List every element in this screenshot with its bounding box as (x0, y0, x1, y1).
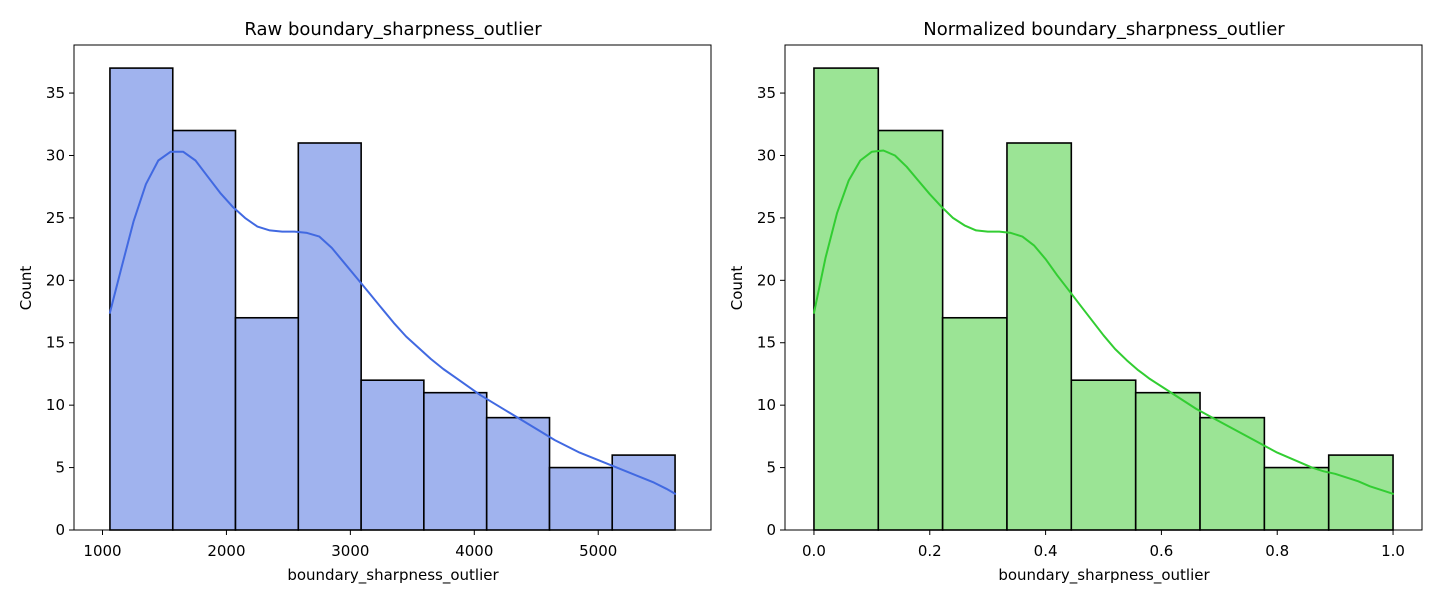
y-tick-label: 35 (757, 84, 776, 102)
histogram-bar (109, 67, 174, 531)
y-tick-label: 20 (757, 271, 776, 289)
x-axis-label-raw: boundary_sharpness_outlier (287, 566, 499, 585)
histogram-bar (1263, 466, 1330, 531)
x-tick-label: 0.2 (918, 542, 942, 560)
histogram-bar (941, 316, 1008, 531)
chart-title-normalized: Normalized boundary_sharpness_outlier (923, 19, 1285, 40)
x-tick-label: 0.8 (1265, 542, 1289, 560)
y-tick-label: 30 (46, 146, 65, 164)
x-tick-label: 4000 (455, 542, 493, 560)
histogram-bar (1070, 379, 1137, 531)
y-tick-label: 15 (46, 334, 65, 352)
axes-frame (73, 44, 712, 531)
y-tick-label: 5 (766, 459, 776, 477)
kde-line (108, 150, 677, 495)
y-tick-label: 15 (757, 334, 776, 352)
histogram-bar (877, 129, 944, 531)
x-tick-label: 5000 (579, 542, 617, 560)
histogram-bar (234, 316, 300, 531)
y-tick-label: 20 (46, 271, 65, 289)
y-axis-label-raw: Count (17, 266, 35, 311)
raw-histogram-panel: Raw boundary_sharpness_outlier boundary_… (17, 19, 712, 585)
y-tick-label: 0 (55, 521, 65, 539)
histogram-bar (1199, 416, 1266, 531)
x-tick-label: 0.6 (1149, 542, 1173, 560)
histogram-bar (423, 391, 488, 531)
y-tick-label: 0 (766, 521, 776, 539)
x-tick-label: 0.0 (802, 542, 826, 560)
histogram-bar (297, 142, 362, 531)
histogram-bar (360, 379, 425, 531)
histogram-bar (1006, 142, 1073, 531)
x-tick-label: 0.4 (1034, 542, 1058, 560)
histogram-bar (1327, 454, 1394, 531)
axes-frame (784, 44, 1423, 531)
histogram-bar (611, 454, 676, 531)
y-tick-label: 10 (46, 396, 65, 414)
y-tick-label: 25 (46, 209, 65, 227)
x-tick-label: 1000 (83, 542, 121, 560)
x-axis-label-normalized: boundary_sharpness_outlier (998, 566, 1210, 585)
histogram-bar (813, 67, 880, 531)
y-axis-label-normalized: Count (728, 266, 746, 311)
y-tick-label: 25 (757, 209, 776, 227)
x-tick-label: 2000 (207, 542, 245, 560)
x-tick-label: 3000 (331, 542, 369, 560)
histogram-bar (548, 466, 614, 531)
chart-title-raw: Raw boundary_sharpness_outlier (244, 19, 542, 40)
histogram-bar (1134, 391, 1201, 531)
kde-line (813, 149, 1394, 495)
normalized-histogram-panel: Normalized boundary_sharpness_outlier bo… (728, 19, 1423, 585)
y-tick-label: 30 (757, 146, 776, 164)
y-tick-label: 10 (757, 396, 776, 414)
histogram-bar (171, 129, 237, 531)
histogram-bar (485, 416, 551, 531)
y-tick-label: 35 (46, 84, 65, 102)
x-tick-label: 1.0 (1381, 542, 1405, 560)
y-tick-label: 5 (55, 459, 65, 477)
